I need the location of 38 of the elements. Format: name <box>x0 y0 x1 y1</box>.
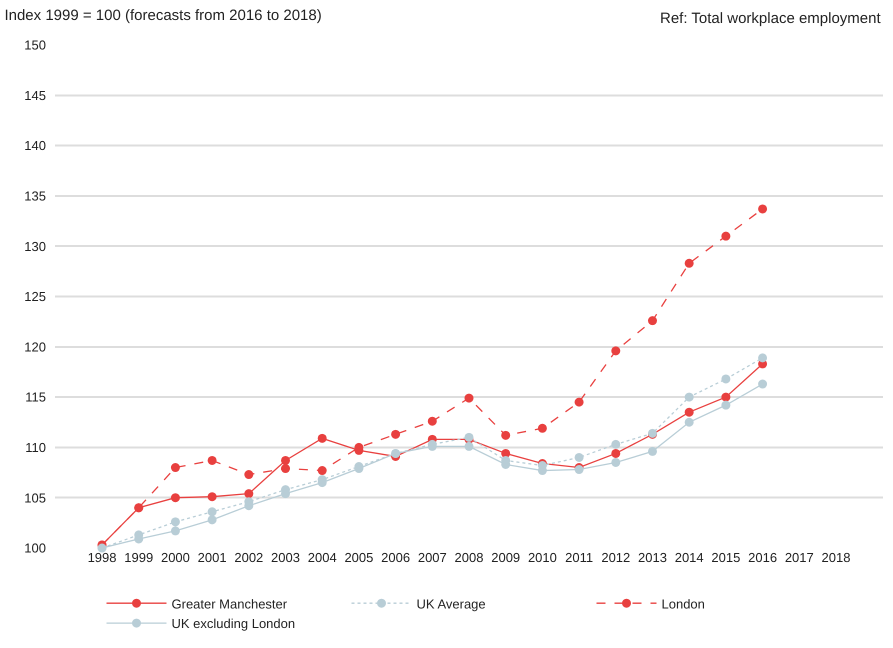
y-tick-label: 115 <box>25 390 46 405</box>
x-tick-label: 2010 <box>528 550 557 565</box>
legend-label: UK Average <box>416 596 486 612</box>
legend-label: London <box>662 596 705 612</box>
x-tick-label: 2003 <box>271 550 300 565</box>
x-tick-label: 2018 <box>822 550 850 565</box>
x-tick-label: 2017 <box>784 550 814 565</box>
y-tick-label: 100 <box>24 540 46 556</box>
y-tick-label: 120 <box>24 339 46 354</box>
legend-label: UK excluding London <box>172 616 296 632</box>
y-tick-label: 110 <box>25 440 46 455</box>
x-tick-label: 2013 <box>638 550 667 565</box>
x-tick-label: 2014 <box>674 550 704 565</box>
y-tick-label: 125 <box>24 289 46 304</box>
x-tick-label: 2011 <box>565 550 594 565</box>
y-tick-label: 145 <box>24 88 46 103</box>
x-tick-label: 2002 <box>234 550 264 565</box>
x-tick-label: 2006 <box>381 550 410 565</box>
x-tick-label: 2001 <box>198 550 227 565</box>
y-tick-label: 140 <box>24 138 46 154</box>
x-tick-label: 2004 <box>308 550 337 565</box>
x-tick-label: 1999 <box>124 550 154 565</box>
y-tick-label: 130 <box>24 238 46 254</box>
legend-label: Greater Manchester <box>172 596 288 612</box>
text: Ref: Total workplace employment <box>660 10 882 27</box>
x-tick-label: 2007 <box>418 550 447 565</box>
x-tick-label: 2016 <box>748 550 778 565</box>
x-tick-label: 2012 <box>601 550 630 565</box>
x-tick-label: 2000 <box>160 550 190 565</box>
x-tick-label: 2005 <box>344 550 374 565</box>
y-tick-label: 105 <box>24 490 46 506</box>
x-tick-label: 2015 <box>711 550 740 565</box>
y-tick-label: 150 <box>24 38 46 53</box>
x-tick-label: 1998 <box>88 550 116 565</box>
x-tick-label: 2009 <box>491 550 520 565</box>
x-tick-label: 2008 <box>454 550 484 565</box>
chart-title: Index 1999 = 100 (forecasts from 2016 to 2018) <box>4 7 322 24</box>
y-tick-label: 135 <box>24 188 46 204</box>
